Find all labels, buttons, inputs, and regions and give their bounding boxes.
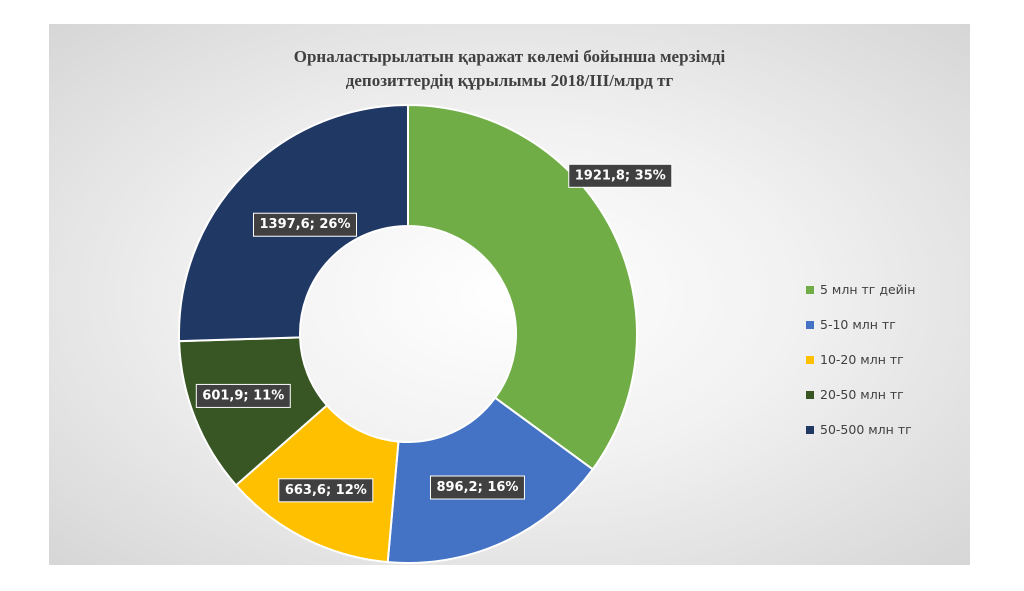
data-label-5mln: 1921,8; 35% bbox=[568, 163, 673, 188]
data-label-box bbox=[429, 475, 525, 500]
data-label-box bbox=[278, 478, 374, 503]
chart-title: Орналастырылатын қаражат көлемі бойынша … bbox=[49, 45, 970, 93]
legend-item-10-20mln: 10-20 млн тг bbox=[806, 342, 956, 377]
data-label-text: 1921,8; 35% bbox=[575, 168, 666, 183]
legend: 5 млн тг дейін 5-10 млн тг 10-20 млн тг … bbox=[806, 272, 956, 447]
data-label-5-10mln: 896,2; 16% bbox=[429, 475, 525, 500]
data-label-10-20mln: 663,6; 12% bbox=[278, 478, 374, 503]
data-labels-group: 1921,8; 35% 896,2; 16% 663,6; 12% 601,9; 11… bbox=[195, 163, 673, 503]
legend-item-5-10mln: 5-10 млн тг bbox=[806, 307, 956, 342]
chart-title-line-2: депозиттердің құрылымы 2018/III/млрд тг bbox=[345, 71, 674, 90]
doughnut-chart: 1921,8; 35% 896,2; 16% 663,6; 12% 601,9; 11… bbox=[178, 103, 673, 564]
legend-label: 20-50 млн тг bbox=[820, 387, 904, 402]
slice-5mln bbox=[407, 103, 638, 471]
legend-label: 50-500 млн тг bbox=[820, 422, 912, 437]
data-label-box bbox=[195, 383, 291, 408]
data-label-text: 663,6; 12% bbox=[285, 483, 367, 498]
data-label-20-50mln: 601,9; 11% bbox=[195, 383, 291, 408]
legend-label: 5 млн тг дейін bbox=[820, 282, 916, 297]
data-label-text: 896,2; 16% bbox=[436, 480, 518, 495]
chart-title-line-1: Орналастырылатын қаражат көлемі бойынша … bbox=[293, 47, 726, 66]
legend-swatch-10-20mln bbox=[806, 355, 814, 364]
chart-area: Орналастырылатын қаражат көлемі бойынша … bbox=[49, 24, 970, 565]
data-label-50-500mln: 1397,6; 26% bbox=[252, 212, 358, 237]
legend-swatch-20-50mln bbox=[806, 390, 814, 399]
legend-swatch-50-500mln bbox=[806, 425, 814, 434]
data-label-text: 601,9; 11% bbox=[202, 388, 284, 403]
legend-item-20-50mln: 20-50 млн тг bbox=[806, 377, 956, 412]
legend-item-5mln: 5 млн тг дейін bbox=[806, 272, 956, 307]
legend-item-50-500mln: 50-500 млн тг bbox=[806, 412, 956, 447]
legend-swatch-5-10mln bbox=[806, 320, 814, 329]
data-label-box bbox=[568, 163, 673, 188]
legend-swatch-5mln bbox=[806, 285, 814, 294]
legend-label: 5-10 млн тг bbox=[820, 317, 896, 332]
data-label-box bbox=[252, 212, 358, 237]
data-label-text: 1397,6; 26% bbox=[259, 217, 350, 232]
legend-label: 10-20 млн тг bbox=[820, 352, 904, 367]
